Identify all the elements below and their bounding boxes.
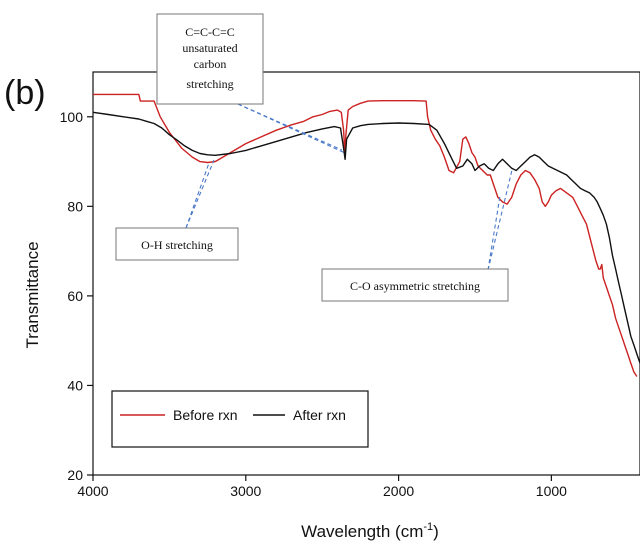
leader-co-1 bbox=[487, 195, 501, 271]
leader-oh-2 bbox=[185, 159, 215, 229]
leader-cc-1 bbox=[237, 103, 343, 151]
plot-frame bbox=[92, 71, 640, 476]
annotation-leaders bbox=[185, 103, 513, 271]
annotation-co-text: C-O asymmetric stretching bbox=[350, 279, 480, 293]
y-tick-label: 40 bbox=[67, 377, 83, 393]
x-axis-label-main: Wavelength (cm bbox=[301, 522, 423, 541]
axis-ticks: 4000 3000 2000 1000 20 40 60 80 100 bbox=[60, 109, 568, 499]
x-tick-label: 3000 bbox=[230, 483, 261, 499]
x-axis-label-sup: -1 bbox=[423, 521, 433, 533]
x-axis-label: Wavelength (cm-1) bbox=[301, 521, 439, 541]
annotation-oh-text: O-H stretching bbox=[141, 238, 213, 252]
annotation-oh-box bbox=[115, 227, 239, 261]
annotation-oh-stretching: O-H stretching bbox=[115, 227, 239, 261]
annotation-co-box bbox=[321, 268, 509, 302]
annotation-cc-line1: C=C-C=C bbox=[185, 25, 235, 39]
x-tick-label: 1000 bbox=[536, 483, 567, 499]
y-tick-label: 80 bbox=[67, 198, 83, 214]
legend-label-after: After rxn bbox=[293, 407, 346, 423]
annotation-cc-line3: carbon bbox=[194, 57, 227, 71]
x-tick-label: 2000 bbox=[383, 483, 414, 499]
legend-label-before: Before rxn bbox=[173, 407, 238, 423]
legend: Before rxn After rxn bbox=[111, 390, 369, 448]
annotation-cc-line2: unsaturated bbox=[182, 41, 237, 55]
x-axis-label-close: ) bbox=[433, 522, 439, 541]
leader-oh-1 bbox=[185, 162, 210, 229]
series-line-before-rxn bbox=[93, 93, 638, 377]
annotation-cc-stretching: C=C-C=C unsaturated carbon stretching bbox=[156, 13, 264, 105]
legend-box bbox=[111, 390, 369, 448]
annotation-cc-line4: stretching bbox=[186, 77, 233, 91]
panel-label: (b) bbox=[4, 74, 46, 112]
y-axis-label: Transmittance bbox=[23, 241, 42, 348]
y-tick-label: 60 bbox=[67, 288, 83, 304]
annotation-co-stretching: C-O asymmetric stretching bbox=[321, 268, 509, 302]
data-lines bbox=[92, 93, 640, 377]
series-line-after-rxn bbox=[92, 111, 640, 364]
y-tick-label: 20 bbox=[67, 467, 83, 483]
annotation-cc-box bbox=[156, 13, 264, 105]
y-tick-label: 100 bbox=[60, 109, 84, 125]
leader-co-2 bbox=[487, 169, 513, 271]
x-tick-label: 4000 bbox=[77, 483, 108, 499]
leader-cc-2 bbox=[237, 103, 346, 154]
